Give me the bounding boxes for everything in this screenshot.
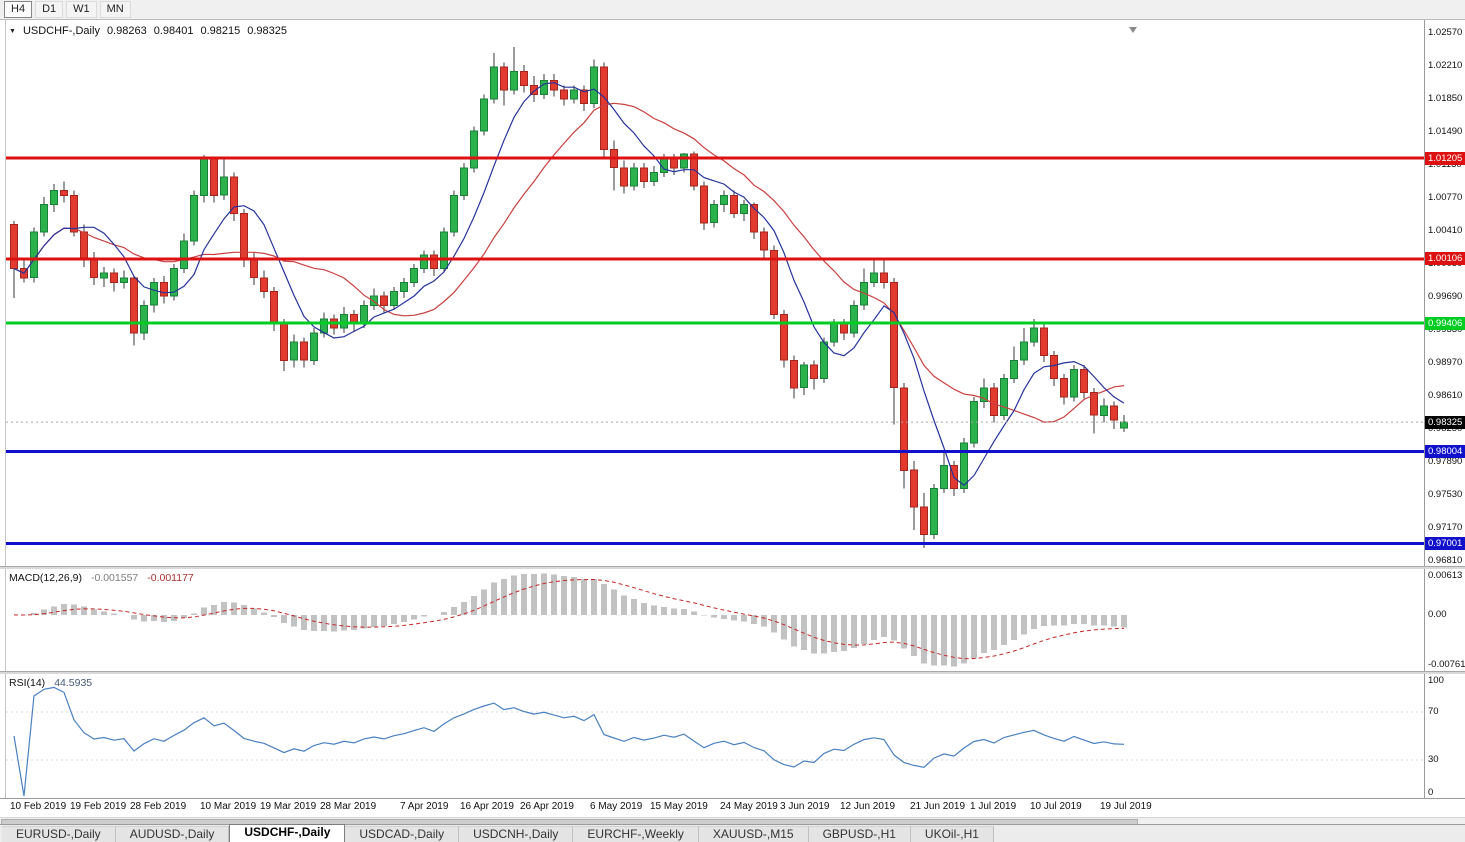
macd-signal-line	[13, 578, 1125, 660]
rsi-indicator-label: RSI(14) 44.5935	[9, 677, 92, 689]
tab-usdcad-daily[interactable]: USDCAD-,Daily	[345, 826, 460, 842]
timeframe-toolbar: H4 D1 W1 MN	[0, 0, 1465, 20]
candlesticks	[10, 46, 1128, 549]
ohlc-high-value: 0.98401	[153, 25, 194, 37]
rsi-value: 44.5935	[54, 677, 93, 689]
ma-fast-line	[13, 81, 1125, 487]
tab-xauusd-m15[interactable]: XAUUSD-,M15	[698, 826, 809, 842]
macd-indicator-label: MACD(12,26,9) -0.001557 -0.001177	[9, 572, 194, 584]
tab-eurchf-weekly[interactable]: EURCHF-,Weekly	[573, 826, 699, 842]
tab-gbpusd-h1[interactable]: GBPUSD-,H1	[808, 826, 911, 842]
symbol-dropdown-icon: ▼	[9, 27, 16, 35]
macd-histogram	[21, 573, 1127, 667]
macd-main-value: -0.001557	[90, 572, 139, 584]
chart-left-border	[5, 20, 6, 798]
ma-slow-line	[13, 102, 1125, 423]
timeframe-button-mn[interactable]: MN	[99, 1, 131, 18]
tab-audusd-daily[interactable]: AUDUSD-,Daily	[115, 826, 230, 842]
ohlc-open-value: 0.98263	[106, 25, 147, 37]
chart-ohlc-header: ▼ USDCHF-,Daily 0.98263 0.98401 0.98215 …	[9, 25, 287, 37]
ohlc-low-value: 0.98215	[200, 25, 241, 37]
tab-usdchf-daily[interactable]: USDCHF-,Daily	[229, 824, 346, 842]
chart-shift-marker-icon[interactable]	[1129, 27, 1137, 33]
rsi-line	[13, 686, 1125, 797]
tab-eurusd-daily[interactable]: EURUSD-,Daily	[2, 826, 116, 842]
ohlc-close-value: 0.98325	[247, 25, 287, 37]
pane-splitter-macd[interactable]	[0, 566, 1465, 569]
macd-title: MACD(12,26,9)	[9, 572, 82, 584]
timeframe-button-w1[interactable]: W1	[66, 1, 97, 18]
timeframe-button-d1[interactable]: D1	[35, 1, 64, 18]
chart-symbol-label: USDCHF-,Daily	[22, 25, 100, 37]
macd-signal-value: -0.001177	[147, 572, 194, 584]
timeframe-button-h4[interactable]: H4	[4, 1, 33, 18]
pane-splitter-rsi[interactable]	[0, 671, 1465, 674]
rsi-title: RSI(14)	[9, 677, 46, 689]
tab-ukoil-h1[interactable]: UKOil-,H1	[910, 826, 994, 842]
time-axis-border	[0, 798, 1465, 799]
chart-tab-bar: EURUSD-,Daily AUDUSD-,Daily USDCHF-,Daily U…	[0, 824, 1465, 842]
tab-usdcnh-daily[interactable]: USDCNH-,Daily	[459, 826, 574, 842]
chart-scrollbar[interactable]	[0, 817, 1465, 825]
price-axis-border	[1424, 20, 1425, 798]
